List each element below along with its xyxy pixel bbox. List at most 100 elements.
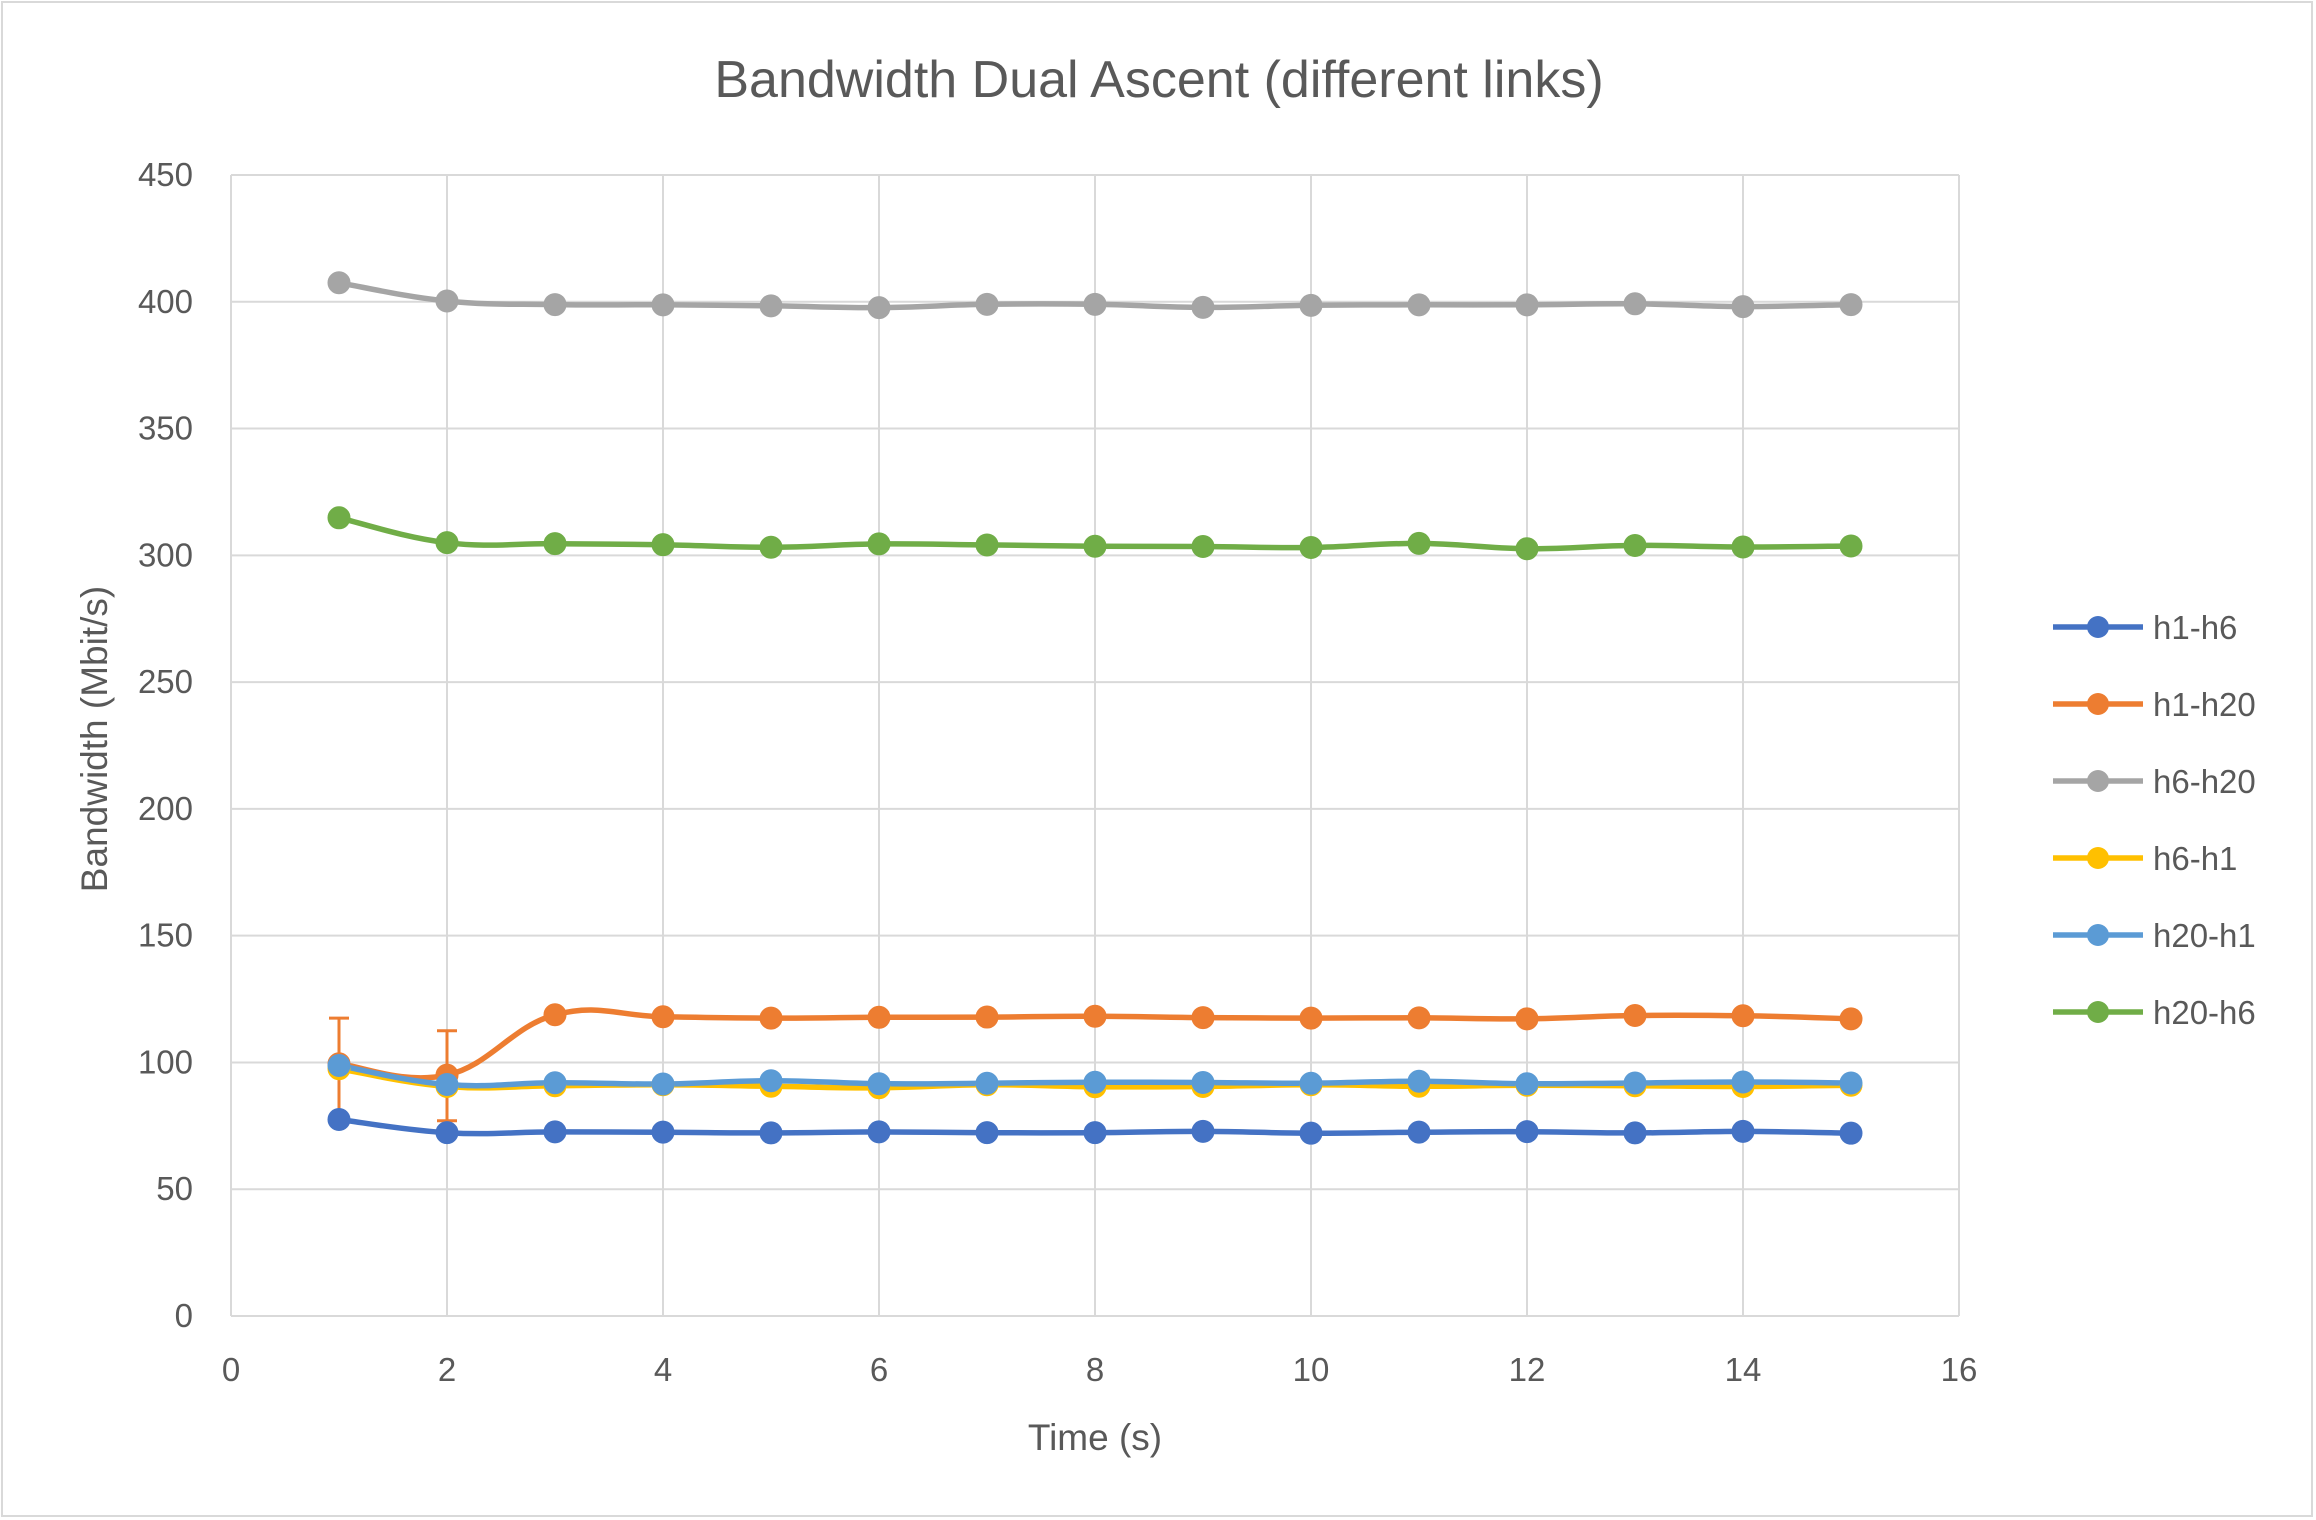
data-point-h20-h1 — [867, 1072, 891, 1096]
data-point-h6-h20 — [1731, 295, 1755, 319]
data-point-h20-h1 — [1839, 1071, 1863, 1095]
x-tick-label: 6 — [870, 1351, 888, 1388]
data-point-h1-h6 — [435, 1121, 459, 1145]
data-point-h6-h20 — [867, 296, 891, 320]
y-tick-label: 150 — [138, 917, 193, 954]
y-tick-label: 300 — [138, 536, 193, 573]
y-tick-label: 100 — [138, 1043, 193, 1080]
data-point-h1-h20 — [1623, 1004, 1647, 1028]
data-point-h20-h6 — [867, 532, 891, 556]
data-point-h6-h20 — [435, 289, 459, 313]
data-point-h1-h6 — [1083, 1121, 1107, 1145]
data-point-h20-h1 — [651, 1072, 675, 1096]
data-point-h20-h6 — [1839, 534, 1863, 558]
data-point-h6-h20 — [1623, 292, 1647, 316]
legend: h1-h6 h1-h20 h6-h20 h6-h1 h20-h1 h20-h6 — [2053, 609, 2256, 1031]
data-point-h1-h6 — [1623, 1121, 1647, 1145]
data-point-h1-h20 — [1731, 1004, 1755, 1028]
legend-swatch-marker-h6-h1 — [2087, 847, 2109, 869]
data-point-h20-h6 — [975, 533, 999, 557]
data-point-h1-h6 — [975, 1121, 999, 1145]
gridlines — [230, 174, 1960, 1317]
data-point-h1-h20 — [1083, 1004, 1107, 1028]
data-point-h6-h20 — [651, 293, 675, 317]
legend-label-h20-h1: h20-h1 — [2153, 917, 2256, 954]
chart-title: Bandwidth Dual Ascent (different links) — [714, 51, 1603, 109]
data-point-h20-h1 — [1515, 1072, 1539, 1096]
legend-label-h1-h6: h1-h6 — [2153, 609, 2237, 646]
data-point-h1-h20 — [651, 1005, 675, 1029]
data-point-h1-h6 — [1731, 1119, 1755, 1143]
y-tick-label: 350 — [138, 410, 193, 447]
legend-swatch-marker-h1-h6 — [2087, 616, 2109, 638]
data-point-h20-h6 — [759, 535, 783, 559]
data-point-h20-h6 — [543, 532, 567, 556]
y-tick-label: 50 — [156, 1170, 193, 1207]
data-point-h1-h6 — [651, 1120, 675, 1144]
data-point-h20-h1 — [1083, 1070, 1107, 1094]
data-point-h20-h6 — [1083, 534, 1107, 558]
data-point-h6-h20 — [1407, 293, 1431, 317]
y-tick-label: 0 — [175, 1297, 193, 1334]
data-point-h20-h6 — [1407, 531, 1431, 555]
data-point-h6-h20 — [1839, 293, 1863, 317]
data-point-h20-h1 — [1731, 1070, 1755, 1094]
x-tick-label: 8 — [1086, 1351, 1104, 1388]
y-tick-label: 200 — [138, 790, 193, 827]
data-point-h20-h6 — [327, 506, 351, 530]
y-tick-label: 250 — [138, 663, 193, 700]
data-point-h20-h1 — [1191, 1070, 1215, 1094]
data-point-h20-h6 — [1515, 537, 1539, 561]
x-tick-label: 12 — [1509, 1351, 1546, 1388]
data-point-h20-h1 — [1407, 1069, 1431, 1093]
data-point-h6-h20 — [1191, 295, 1215, 319]
x-tick-label: 4 — [654, 1351, 672, 1388]
data-point-h1-h6 — [1299, 1121, 1323, 1145]
data-point-h20-h6 — [1191, 534, 1215, 558]
axes: 0 50 100 150 200 250 300 350 400 450 0 2 4 6 8 10 12 14 16 — [138, 156, 1977, 1388]
y-tick-label: 400 — [138, 283, 193, 320]
data-point-h6-h20 — [1299, 293, 1323, 317]
data-point-h20-h1 — [1623, 1071, 1647, 1095]
data-point-h6-h20 — [975, 292, 999, 316]
data-point-h20-h1 — [327, 1053, 351, 1077]
data-point-h20-h1 — [759, 1069, 783, 1093]
data-point-h1-h6 — [543, 1120, 567, 1144]
data-point-h1-h20 — [759, 1006, 783, 1030]
x-tick-label: 10 — [1293, 1351, 1330, 1388]
legend-swatch-marker-h6-h20 — [2087, 770, 2109, 792]
line-chart: Bandwidth Dual Ascent (different links) … — [74, 51, 2256, 1458]
data-point-h6-h20 — [543, 293, 567, 317]
data-point-h20-h6 — [1299, 535, 1323, 559]
data-point-h20-h6 — [651, 533, 675, 557]
y-axis-title: Bandwidth (Mbit/s) — [74, 586, 115, 892]
data-point-h1-h20 — [867, 1005, 891, 1029]
data-point-h20-h6 — [435, 531, 459, 555]
data-point-h1-h20 — [1299, 1006, 1323, 1030]
legend-swatch-marker-h20-h1 — [2087, 924, 2109, 946]
y-tick-label: 450 — [138, 156, 193, 193]
legend-label-h6-h20: h6-h20 — [2153, 763, 2256, 800]
data-point-h20-h1 — [1299, 1071, 1323, 1095]
series-markers — [327, 271, 1863, 1145]
data-point-h1-h20 — [1407, 1006, 1431, 1030]
data-point-h6-h20 — [759, 294, 783, 318]
legend-swatch-marker-h20-h6 — [2087, 1001, 2109, 1023]
legend-label-h1-h20: h1-h20 — [2153, 686, 2256, 723]
legend-swatch-marker-h1-h20 — [2087, 693, 2109, 715]
data-point-h6-h20 — [1083, 292, 1107, 316]
data-point-h20-h6 — [1623, 533, 1647, 557]
data-point-h6-h20 — [1515, 293, 1539, 317]
data-point-h20-h1 — [543, 1071, 567, 1095]
data-point-h20-h6 — [1731, 535, 1755, 559]
data-point-h1-h20 — [543, 1003, 567, 1027]
data-point-h1-h6 — [1191, 1119, 1215, 1143]
x-tick-label: 2 — [438, 1351, 456, 1388]
x-tick-label: 0 — [222, 1351, 240, 1388]
data-point-h1-h20 — [1191, 1006, 1215, 1030]
data-point-h1-h6 — [867, 1120, 891, 1144]
x-tick-label: 16 — [1941, 1351, 1978, 1388]
x-axis-title: Time (s) — [1028, 1417, 1162, 1458]
data-point-h1-h6 — [1839, 1121, 1863, 1145]
